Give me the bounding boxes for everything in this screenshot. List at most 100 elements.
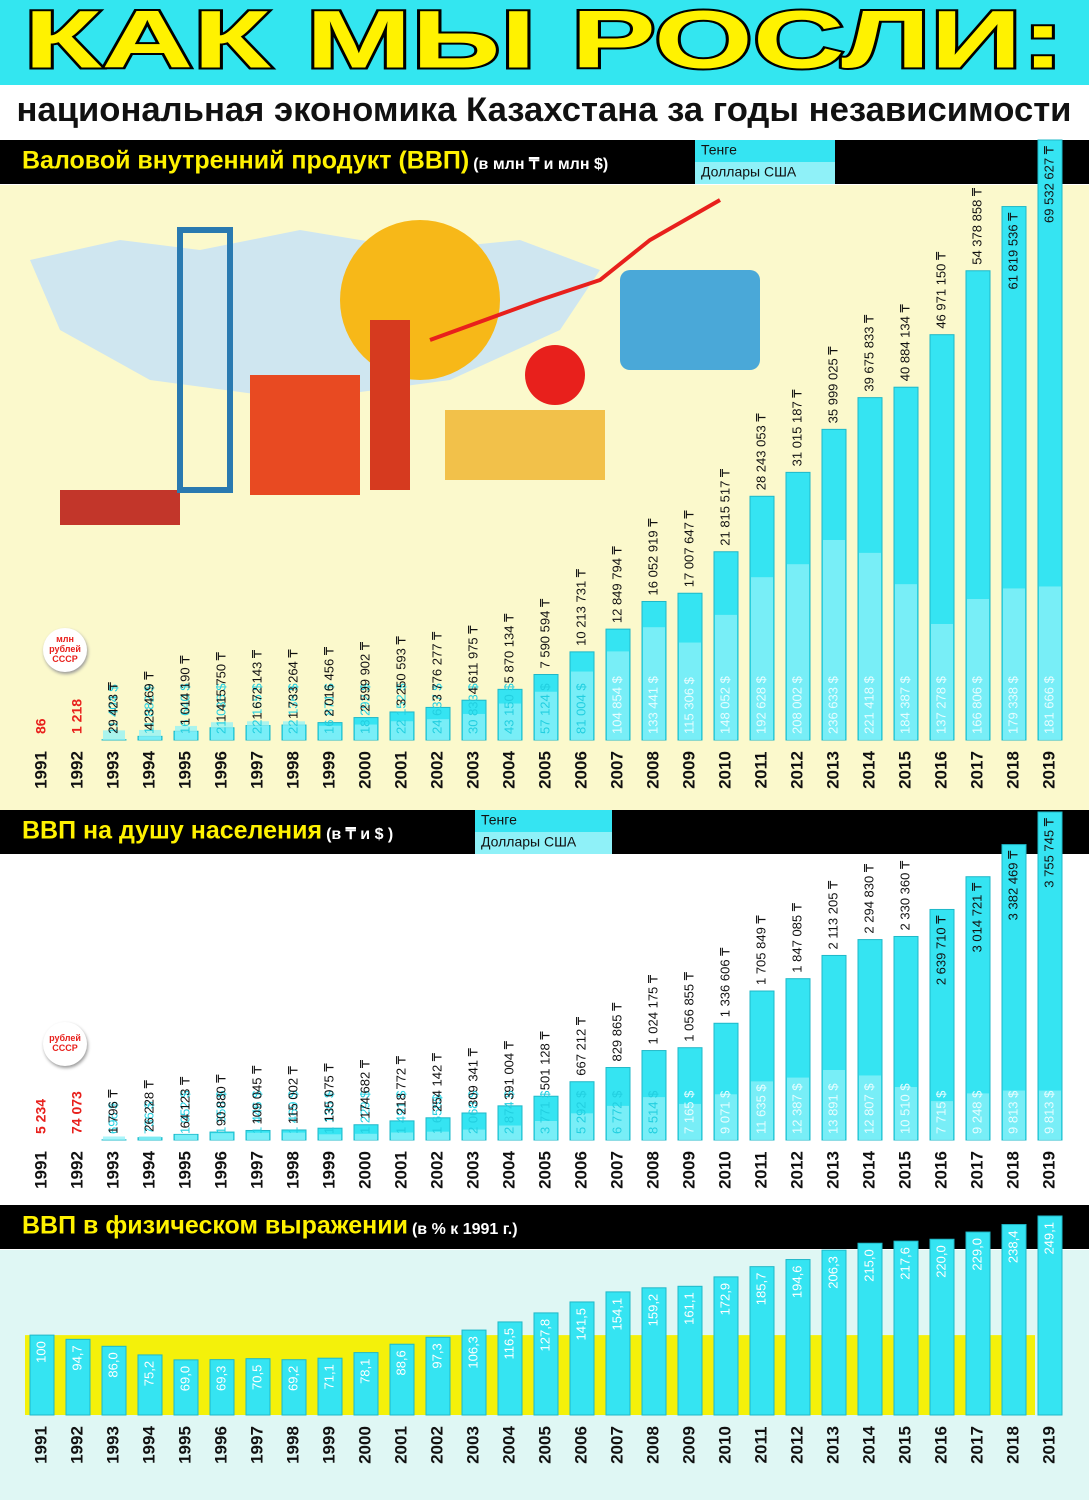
- x-tick-label: 1993: [103, 1426, 122, 1464]
- x-tick-label: 1997: [247, 1426, 266, 1464]
- bar: [859, 1075, 881, 1140]
- x-tick-label: 1992: [67, 1426, 86, 1464]
- x-tick-label: 2004: [499, 1426, 518, 1464]
- data-label: 88,6: [393, 1350, 408, 1375]
- data-label: 46 971 150 ₸: [933, 251, 948, 329]
- x-tick-label: 2001: [391, 1151, 410, 1189]
- data-label: 215,0: [861, 1249, 876, 1282]
- data-label: 39 675 833 ₸: [861, 314, 876, 392]
- data-label: 69 532 627 ₸: [1041, 145, 1056, 223]
- bar: [101, 1345, 127, 1416]
- x-tick-label: 2009: [679, 1151, 698, 1189]
- bar: [1003, 588, 1025, 740]
- x-tick-label: 2019: [1039, 1151, 1058, 1189]
- data-label: 667 212 ₸: [573, 1016, 588, 1076]
- bar: [643, 1097, 665, 1140]
- data-label: 2 016 456 ₸: [321, 646, 336, 716]
- x-tick-label: 1996: [211, 751, 230, 789]
- subtitle-band: [0, 85, 1089, 140]
- x-tick-label: 2014: [859, 1426, 878, 1464]
- data-label: 1 130 $: [321, 1090, 336, 1134]
- bar: [319, 725, 341, 740]
- bar: [965, 1231, 991, 1416]
- bar: [497, 1321, 523, 1416]
- x-tick-label: 1996: [211, 1426, 230, 1464]
- x-tick-label: 1998: [283, 1426, 302, 1464]
- bar: [65, 1338, 91, 1416]
- x-tick-label: 2001: [391, 1426, 410, 1464]
- data-label: 12 387 $: [789, 1083, 804, 1134]
- x-tick-label: 2012: [787, 1426, 806, 1464]
- x-tick-label: 2007: [607, 1151, 626, 1189]
- data-label: 1 052 $: [177, 1090, 192, 1134]
- data-label: 43 150 $: [501, 683, 516, 734]
- data-label: 35 999 025 ₸: [825, 346, 840, 424]
- x-tick-label: 2019: [1039, 751, 1058, 789]
- data-label: 2 639 710 ₸: [933, 915, 948, 985]
- data-label: 391 004 ₸: [501, 1040, 516, 1100]
- x-tick-label: 2018: [1003, 751, 1022, 789]
- x-tick-label: 2013: [823, 1151, 842, 1189]
- data-label: 179 338 $: [1005, 675, 1020, 734]
- x-tick-label: 2015: [895, 1426, 914, 1464]
- x-tick-label: 1993: [103, 1151, 122, 1189]
- bar: [211, 1133, 233, 1140]
- data-label: 64 123 ₸: [177, 1076, 192, 1128]
- data-label: 86,0: [105, 1352, 120, 1377]
- data-label: 40 884 134 ₸: [897, 304, 912, 382]
- data-label: 7 165 $: [681, 1090, 696, 1134]
- x-tick-label: 2009: [679, 1426, 698, 1464]
- data-label: 1 446 $: [249, 1090, 264, 1134]
- bar: [355, 1133, 377, 1140]
- data-label: 220,0: [933, 1245, 948, 1278]
- x-tick-label: 2017: [967, 751, 986, 789]
- x-tick-label: 1994: [139, 751, 158, 789]
- x-tick-label: 1997: [247, 1151, 266, 1189]
- bar: [29, 1334, 55, 1416]
- data-label: 11 404 $: [105, 684, 120, 734]
- data-label: 829 865 ₸: [609, 1002, 624, 1062]
- bar: [643, 627, 665, 740]
- x-tick-label: 1995: [175, 751, 194, 789]
- data-label: 7 590 594 ₸: [537, 598, 552, 668]
- bar: [749, 1266, 775, 1416]
- data-label: 7 715 $: [933, 1090, 948, 1134]
- data-label: 159,2: [645, 1294, 660, 1327]
- data-label: 1 733 264 ₸: [285, 649, 300, 719]
- data-label: 6 772 $: [609, 1090, 624, 1134]
- bar: [425, 1336, 451, 1416]
- legend-label: Доллары США: [481, 834, 577, 850]
- legend-label: Тенге: [701, 142, 737, 158]
- x-tick-label: 1991: [31, 1426, 50, 1464]
- data-label: 1 336 606 ₸: [717, 947, 732, 1017]
- data-label: 100: [33, 1341, 48, 1363]
- data-label: 221 418 $: [861, 675, 876, 734]
- data-label: 86: [33, 718, 49, 734]
- data-label: 2 874 $: [501, 1090, 516, 1134]
- data-label: 1 056 855 ₸: [681, 971, 696, 1041]
- data-label: 17 007 647 ₸: [681, 510, 696, 588]
- x-tick-label: 2019: [1039, 1426, 1058, 1464]
- bar: [787, 1077, 809, 1140]
- chart-subtitle: (в % к 1991 г.): [412, 1221, 518, 1238]
- data-label: 115 002 ₸: [285, 1065, 300, 1124]
- bar: [245, 1358, 271, 1416]
- data-label: 21 815 517 ₸: [717, 468, 732, 546]
- data-label: 16 640 $: [177, 683, 192, 734]
- x-tick-label: 2003: [463, 1151, 482, 1189]
- data-label: 1 847 085 ₸: [789, 902, 804, 972]
- x-tick-label: 2000: [355, 751, 374, 789]
- x-tick-label: 2006: [571, 1426, 590, 1464]
- data-label: 104 854 $: [609, 675, 624, 734]
- bar: [103, 730, 125, 740]
- x-tick-label: 2013: [823, 1426, 842, 1464]
- data-label: 18 292 $: [357, 683, 372, 734]
- data-label: 161,1: [681, 1292, 696, 1325]
- data-label: 12 807 $: [861, 1083, 876, 1134]
- chart-title: Валовой внутренний продукт (ВВП): [22, 147, 469, 175]
- bar: [715, 614, 737, 740]
- data-label: 24 637 $: [429, 683, 444, 734]
- data-label: 69,3: [213, 1366, 228, 1391]
- bar: [1039, 586, 1061, 740]
- bar: [353, 1352, 379, 1416]
